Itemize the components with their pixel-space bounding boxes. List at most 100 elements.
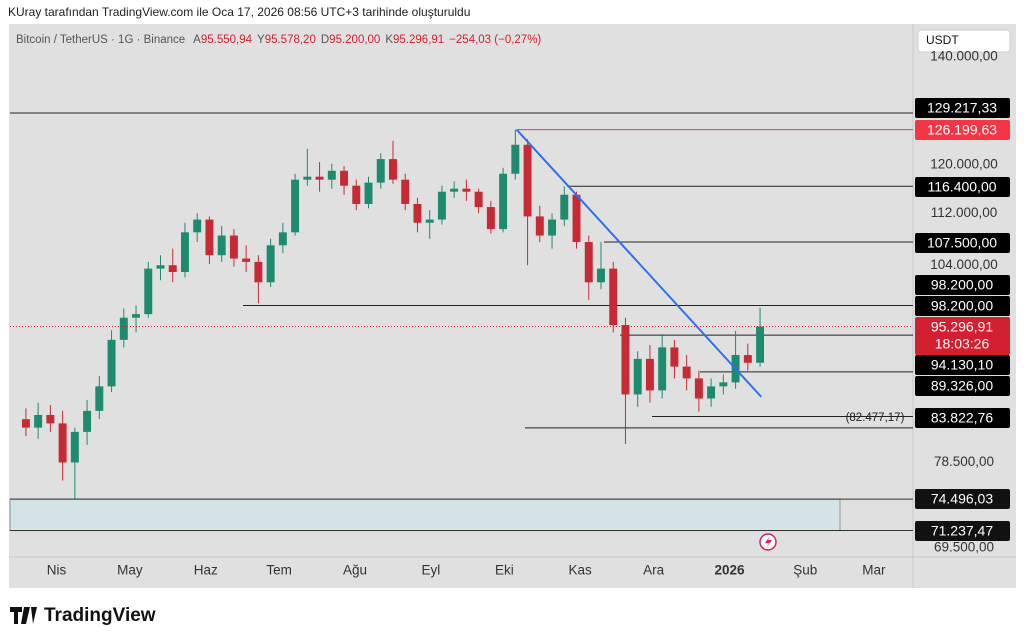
annotation-label: (82.477,17) [846,412,905,424]
level-label-bg [915,120,1010,140]
symbol: Bitcoin / TetherUS · 1G · Binance [16,34,185,46]
zone-label: 74.496,03 [931,491,993,507]
candle-body [242,258,251,262]
candle-body [535,216,544,236]
candle-body [327,170,336,180]
candle-body [462,188,471,192]
candle-body [719,382,728,387]
candle-body [523,144,532,217]
candle-body [743,355,752,363]
y-tick-label: 69.500,00 [934,539,994,554]
x-tick-label: Tem [266,563,292,578]
candle-body [168,265,177,273]
candle-body [217,235,226,256]
candle-body [107,339,116,387]
candle-body [401,179,410,204]
candle-body [364,182,373,204]
zone [9,498,841,532]
candle-body [376,159,385,183]
candle-body [450,188,459,192]
x-tick-label: Eki [495,563,514,578]
candle-body [266,245,275,283]
y-tick-label: 78.500,00 [934,454,994,469]
legend-change: −254,03 (−0,27%) [449,34,541,46]
level-label-bg [915,177,1010,197]
footer-brand: TradingView [44,605,156,626]
candle-body [511,144,520,174]
level-label: 98.200,00 [931,298,993,314]
candle-body [21,419,30,428]
candle-body [340,170,349,186]
candle-body [425,219,434,223]
candle-body [34,414,43,428]
header: KUray tarafından TradingView.com ile Oca… [8,5,470,19]
x-tick-label: 2026 [714,563,745,578]
candle-body [303,176,312,180]
level-label: 126.199,63 [927,122,997,138]
candle-body [205,219,214,256]
legend-value: 95.550,94 [201,34,253,46]
x-tick-label: Kas [569,563,593,578]
level-label: 89.326,00 [931,378,993,394]
level-label-bg [915,296,1010,316]
candle-body [70,431,79,463]
candle-body [254,261,263,283]
icon [759,533,777,551]
level-label: 94.130,10 [931,357,993,373]
countdown: 18:03:26 [935,336,990,352]
legend-key: K [385,34,393,46]
level-label-bg [915,376,1010,396]
candle-body [437,191,446,220]
level-label: 107.500,00 [927,235,997,251]
y-tick-label: 120.000,00 [930,156,998,171]
legend: Bitcoin / TetherUS · 1G · Binance A95.550… [16,34,541,46]
candle-body [597,268,605,283]
x-tick-label: Haz [194,563,218,578]
candle-body [389,159,397,180]
candle-body [180,232,189,273]
candle-body [645,358,654,391]
zone-label: 71.237,47 [931,523,993,539]
level-label-bg [915,355,1010,375]
candle-body [572,194,581,243]
candle-body [46,414,55,424]
y-tick-label: 140.000,00 [930,48,998,63]
trendline [515,128,763,398]
candle-body [609,268,618,326]
currency-button[interactable] [917,29,1011,53]
candle-body [291,179,300,233]
candle-body [670,347,679,367]
candle-body [560,194,569,220]
candle-body [633,358,642,395]
candle-body [193,219,202,233]
level-label: 83.822,76 [931,410,993,426]
candle-body [694,378,703,399]
candle-body [486,207,495,230]
legend-value: 95.296,91 [393,34,444,46]
candle-body [83,410,92,432]
x-tick-label: May [117,563,143,578]
candle-body [119,317,128,340]
candle-body [413,203,422,223]
last-price-label: 95.296,91 [931,319,993,335]
currency: USDT [926,33,959,47]
level-label-bg [915,98,1010,118]
last-price-bg [915,317,1010,355]
x-tick-label: Nis [47,563,67,578]
candle-body [658,347,667,391]
candle-body [278,232,287,246]
logo [10,607,37,624]
legend-value: 95.578,20 [265,34,316,46]
x-tick-label: Mar [862,563,886,578]
candle-body [58,423,67,463]
candle-body [95,386,104,411]
candle-body [229,235,238,259]
zone-label-bg [915,489,1010,509]
y-tick-label: 112.000,00 [931,205,998,220]
candle-body [144,268,153,315]
chart-bg [9,24,1016,588]
candle-body [499,173,508,230]
candle-body [156,265,165,269]
